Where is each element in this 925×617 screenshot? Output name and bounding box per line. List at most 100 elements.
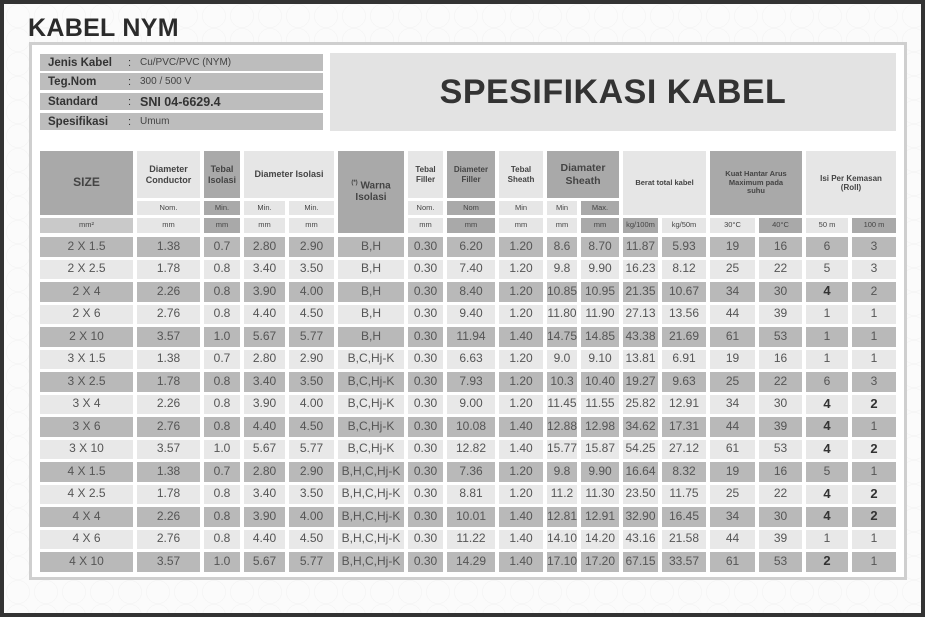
table-cell: 4 xyxy=(806,484,848,504)
header-isi-kemasan: Isi Per Kemasan (Roll) xyxy=(806,151,896,215)
table-cell: 1.40 xyxy=(499,439,543,459)
table-cell: 1.38 xyxy=(137,349,200,369)
info-value: SNI 04-6629.4 xyxy=(140,94,221,109)
table-cell: 3.57 xyxy=(137,439,200,459)
table-cell: 9.90 xyxy=(581,462,619,482)
sub-nom: Nom. xyxy=(408,201,443,215)
table-cell: 2 xyxy=(852,484,896,504)
table-cell: 11.22 xyxy=(447,529,495,549)
table-cell: 3 X 4 xyxy=(40,394,133,414)
table-cell: B,H xyxy=(338,327,404,347)
table-cell: 10.08 xyxy=(447,417,495,437)
table-cell: B,H xyxy=(338,237,404,257)
info-row-jenis-kabel: Jenis Kabel: Cu/PVC/PVC (NYM) xyxy=(40,54,323,71)
table-cell: 8.40 xyxy=(447,282,495,302)
table-cell: 0.8 xyxy=(204,394,240,414)
table-cell: 1 xyxy=(806,304,848,324)
table-cell: 1.78 xyxy=(137,484,200,504)
table-cell: 0.8 xyxy=(204,417,240,437)
table-cell: 27.13 xyxy=(623,304,658,324)
table-cell: 16 xyxy=(759,237,802,257)
table-cell: 3.57 xyxy=(137,552,200,572)
table-cell: B,H,C,Hj-K xyxy=(338,484,404,504)
table-cell: 11.2 xyxy=(547,484,577,504)
table-cell: 0.30 xyxy=(408,507,443,527)
table-cell: 2.26 xyxy=(137,394,200,414)
table-cell: B,C,Hj-K xyxy=(338,394,404,414)
sub-min: Min. xyxy=(244,201,285,215)
table-cell: 9.8 xyxy=(547,462,577,482)
sub-min: Min xyxy=(547,201,577,215)
table-cell: 1 xyxy=(852,349,896,369)
table-cell: 5.93 xyxy=(662,237,706,257)
table-cell: 4.50 xyxy=(289,529,334,549)
sub-nom: Nom. xyxy=(137,201,200,215)
table-cell: B,C,Hj-K xyxy=(338,372,404,392)
info-colon: : xyxy=(128,56,132,69)
table-cell: 2 X 2.5 xyxy=(40,259,133,279)
table-cell: 34 xyxy=(710,394,755,414)
table-cell: 19 xyxy=(710,462,755,482)
table-cell: B,H xyxy=(338,259,404,279)
info-value: Umum xyxy=(140,116,170,127)
table-cell: 1.20 xyxy=(499,349,543,369)
table-cell: 33.57 xyxy=(662,552,706,572)
table-cell: 2 X 4 xyxy=(40,282,133,302)
sub-min: Min. xyxy=(204,201,240,215)
header-tebal-isolasi: Tebal Isolasi xyxy=(204,151,240,198)
table-cell: 14.29 xyxy=(447,552,495,572)
table-cell: B,H,C,Hj-K xyxy=(338,552,404,572)
unit: mm xyxy=(547,218,577,233)
table-cell: 12.81 xyxy=(547,507,577,527)
unit-30c: 30°C xyxy=(710,218,755,233)
table-cell: 1.40 xyxy=(499,529,543,549)
table-cell: 22 xyxy=(759,259,802,279)
info-colon: : xyxy=(128,75,132,88)
table-cell: 3 X 6 xyxy=(40,417,133,437)
table-cell: 9.0 xyxy=(547,349,577,369)
table-cell: 4 X 4 xyxy=(40,507,133,527)
info-label: Standard xyxy=(48,95,98,108)
table-cell: 14.10 xyxy=(547,529,577,549)
table-cell: B,H xyxy=(338,304,404,324)
table-cell: 3.90 xyxy=(244,282,285,302)
table-cell: 61 xyxy=(710,552,755,572)
table-cell: 53 xyxy=(759,552,802,572)
table-cell: 22 xyxy=(759,484,802,504)
sub-min: Min xyxy=(499,201,543,215)
table-cell: 10.85 xyxy=(547,282,577,302)
table-cell: 4.50 xyxy=(289,417,334,437)
table-cell: 8.6 xyxy=(547,237,577,257)
table-cell: 9.8 xyxy=(547,259,577,279)
table-cell: 9.10 xyxy=(581,349,619,369)
table-cell: 12.98 xyxy=(581,417,619,437)
table-cell: 2.80 xyxy=(244,349,285,369)
table-cell: 1.0 xyxy=(204,439,240,459)
table-cell: 10.01 xyxy=(447,507,495,527)
unit: mm xyxy=(244,218,285,233)
table-cell: 13.56 xyxy=(662,304,706,324)
table-cell: 21.58 xyxy=(662,529,706,549)
table-cell: 5 xyxy=(806,259,848,279)
table-cell: 8.81 xyxy=(447,484,495,504)
table-cell: 4.00 xyxy=(289,394,334,414)
table-cell: 3.90 xyxy=(244,507,285,527)
table-cell: 1 xyxy=(852,304,896,324)
table-cell: 3.50 xyxy=(289,372,334,392)
info-colon: : xyxy=(128,95,132,108)
unit-40c: 40°C xyxy=(759,218,802,233)
sub-min: Min. xyxy=(289,201,334,215)
table-cell: 2.26 xyxy=(137,282,200,302)
table-cell: 11.87 xyxy=(623,237,658,257)
table-cell: 1.20 xyxy=(499,372,543,392)
header-diameter-isolasi: Diameter Isolasi xyxy=(244,151,334,198)
table-cell: 4.40 xyxy=(244,417,285,437)
table-cell: 1.20 xyxy=(499,462,543,482)
table-cell: 11.75 xyxy=(662,484,706,504)
table-cell: 5.77 xyxy=(289,327,334,347)
table-body: 2 X 1.5 1.38 0.7 2.80 2.90 B,H 0.30 6.20 1.20 8.6… xyxy=(40,237,896,572)
table-cell: 5.77 xyxy=(289,552,334,572)
info-row-spesifikasi: Spesifikasi: Umum xyxy=(40,113,323,130)
table-cell: 3.57 xyxy=(137,327,200,347)
table-cell: 2 X 1.5 xyxy=(40,237,133,257)
